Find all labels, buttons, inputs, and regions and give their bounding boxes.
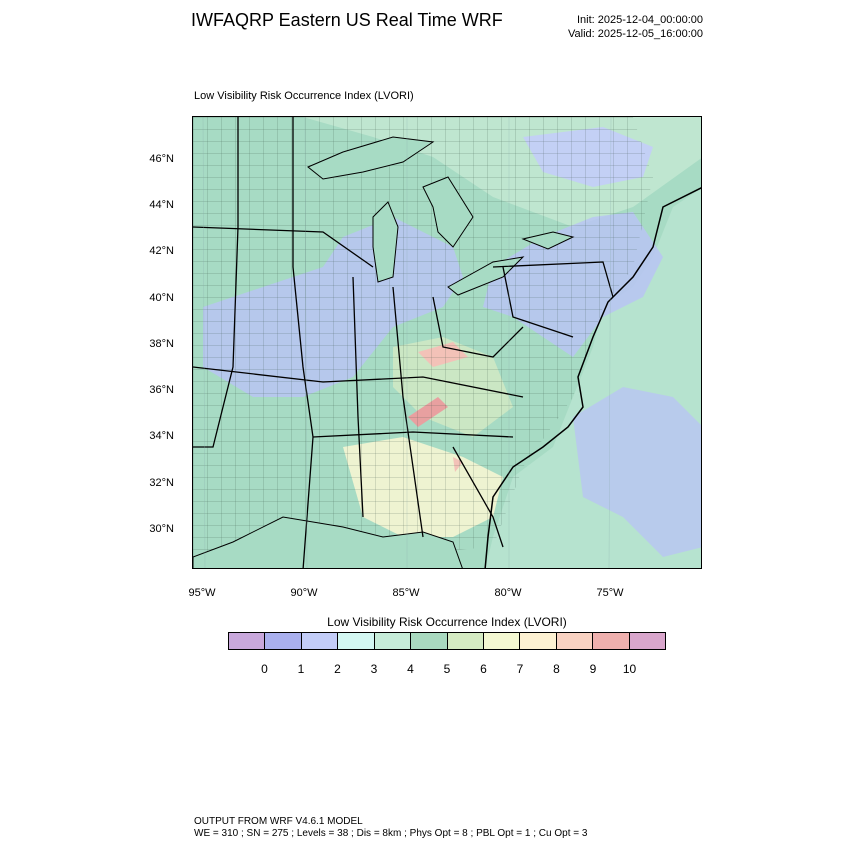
colorbar-swatch-6 — [447, 633, 484, 649]
colorbar-tick-label: 7 — [516, 662, 524, 676]
lake-huron — [422, 176, 474, 248]
colorbar-swatch-11 — [629, 633, 666, 649]
lat-label: 30°N — [149, 523, 174, 535]
graticule — [202, 117, 612, 568]
lake-ontario — [521, 231, 575, 250]
lake-superior — [307, 136, 435, 180]
model-info-line-2: WE = 310 ; SN = 275 ; Levels = 38 ; Dis … — [194, 828, 588, 839]
colorbar-title: Low Visibility Risk Occurrence Index (LV… — [327, 615, 567, 629]
model-info: OUTPUT FROM WRF V4.6.1 MODEL WE = 310 ; … — [194, 816, 587, 840]
colorbar-tick-label: 2 — [334, 662, 341, 676]
colorbar-swatch-9 — [556, 633, 594, 649]
lon-label: 95°W — [188, 587, 216, 599]
lat-label: 32°N — [149, 477, 174, 489]
state-borders — [193, 117, 614, 568]
colorbar-tick-label: 0 — [261, 662, 268, 676]
lvori-map — [193, 117, 701, 568]
lat-label: 46°N — [149, 153, 174, 165]
lon-label: 80°W — [494, 587, 522, 599]
lake-michigan — [372, 201, 399, 283]
lat-label: 40°N — [149, 292, 174, 304]
init-time: Init: 2025-12-04_00:00:00 — [577, 14, 703, 26]
lat-label: 38°N — [149, 338, 174, 350]
colorbar-tick-label: 4 — [407, 662, 414, 676]
lat-label: 44°N — [149, 199, 174, 211]
colorbar-swatch-3 — [338, 633, 375, 649]
lon-label: 90°W — [290, 587, 318, 599]
colorbar-swatch-10 — [593, 633, 630, 649]
colorbar-swatch-2 — [301, 633, 339, 649]
model-info-line-1: OUTPUT FROM WRF V4.6.1 MODEL — [194, 816, 363, 827]
gulf-of-mexico — [193, 516, 463, 568]
lon-label: 75°W — [596, 587, 624, 599]
lat-label: 42°N — [149, 245, 174, 257]
east-coastline — [484, 187, 701, 568]
colorbar-swatch-8 — [520, 633, 557, 649]
lat-label: 34°N — [149, 430, 174, 442]
lat-label: 36°N — [149, 384, 174, 396]
colorbar-tick-label: 6 — [480, 662, 487, 676]
colorbar-tick-label: 1 — [297, 662, 305, 676]
valid-time: Valid: 2025-12-05_16:00:00 — [568, 28, 703, 40]
county-borders — [193, 117, 653, 568]
colorbar-tick-label: 10 — [622, 662, 637, 676]
map-title: Low Visibility Risk Occurrence Index (LV… — [194, 90, 414, 102]
lon-label: 85°W — [392, 587, 420, 599]
init-valid-times: Init: 2025-12-04_00:00:00 Valid: 2025-12… — [568, 13, 703, 41]
colorbar-swatch-5 — [411, 633, 448, 649]
colorbar-tick-label: 5 — [443, 662, 451, 676]
colorbar-swatch-0 — [229, 633, 266, 649]
low-index-region-atlantic — [573, 387, 701, 557]
main-title: IWFAQRP Eastern US Real Time WRF — [191, 10, 503, 30]
colorbar-swatch-4 — [374, 633, 412, 649]
colorbar — [228, 632, 666, 650]
map-panel — [192, 116, 702, 569]
colorbar-swatch-7 — [483, 633, 521, 649]
colorbar-tick-label: 8 — [553, 662, 560, 676]
colorbar-tick-label: 9 — [589, 662, 597, 676]
colorbar-tick-label: 3 — [370, 662, 378, 676]
colorbar-swatch-1 — [265, 633, 302, 649]
